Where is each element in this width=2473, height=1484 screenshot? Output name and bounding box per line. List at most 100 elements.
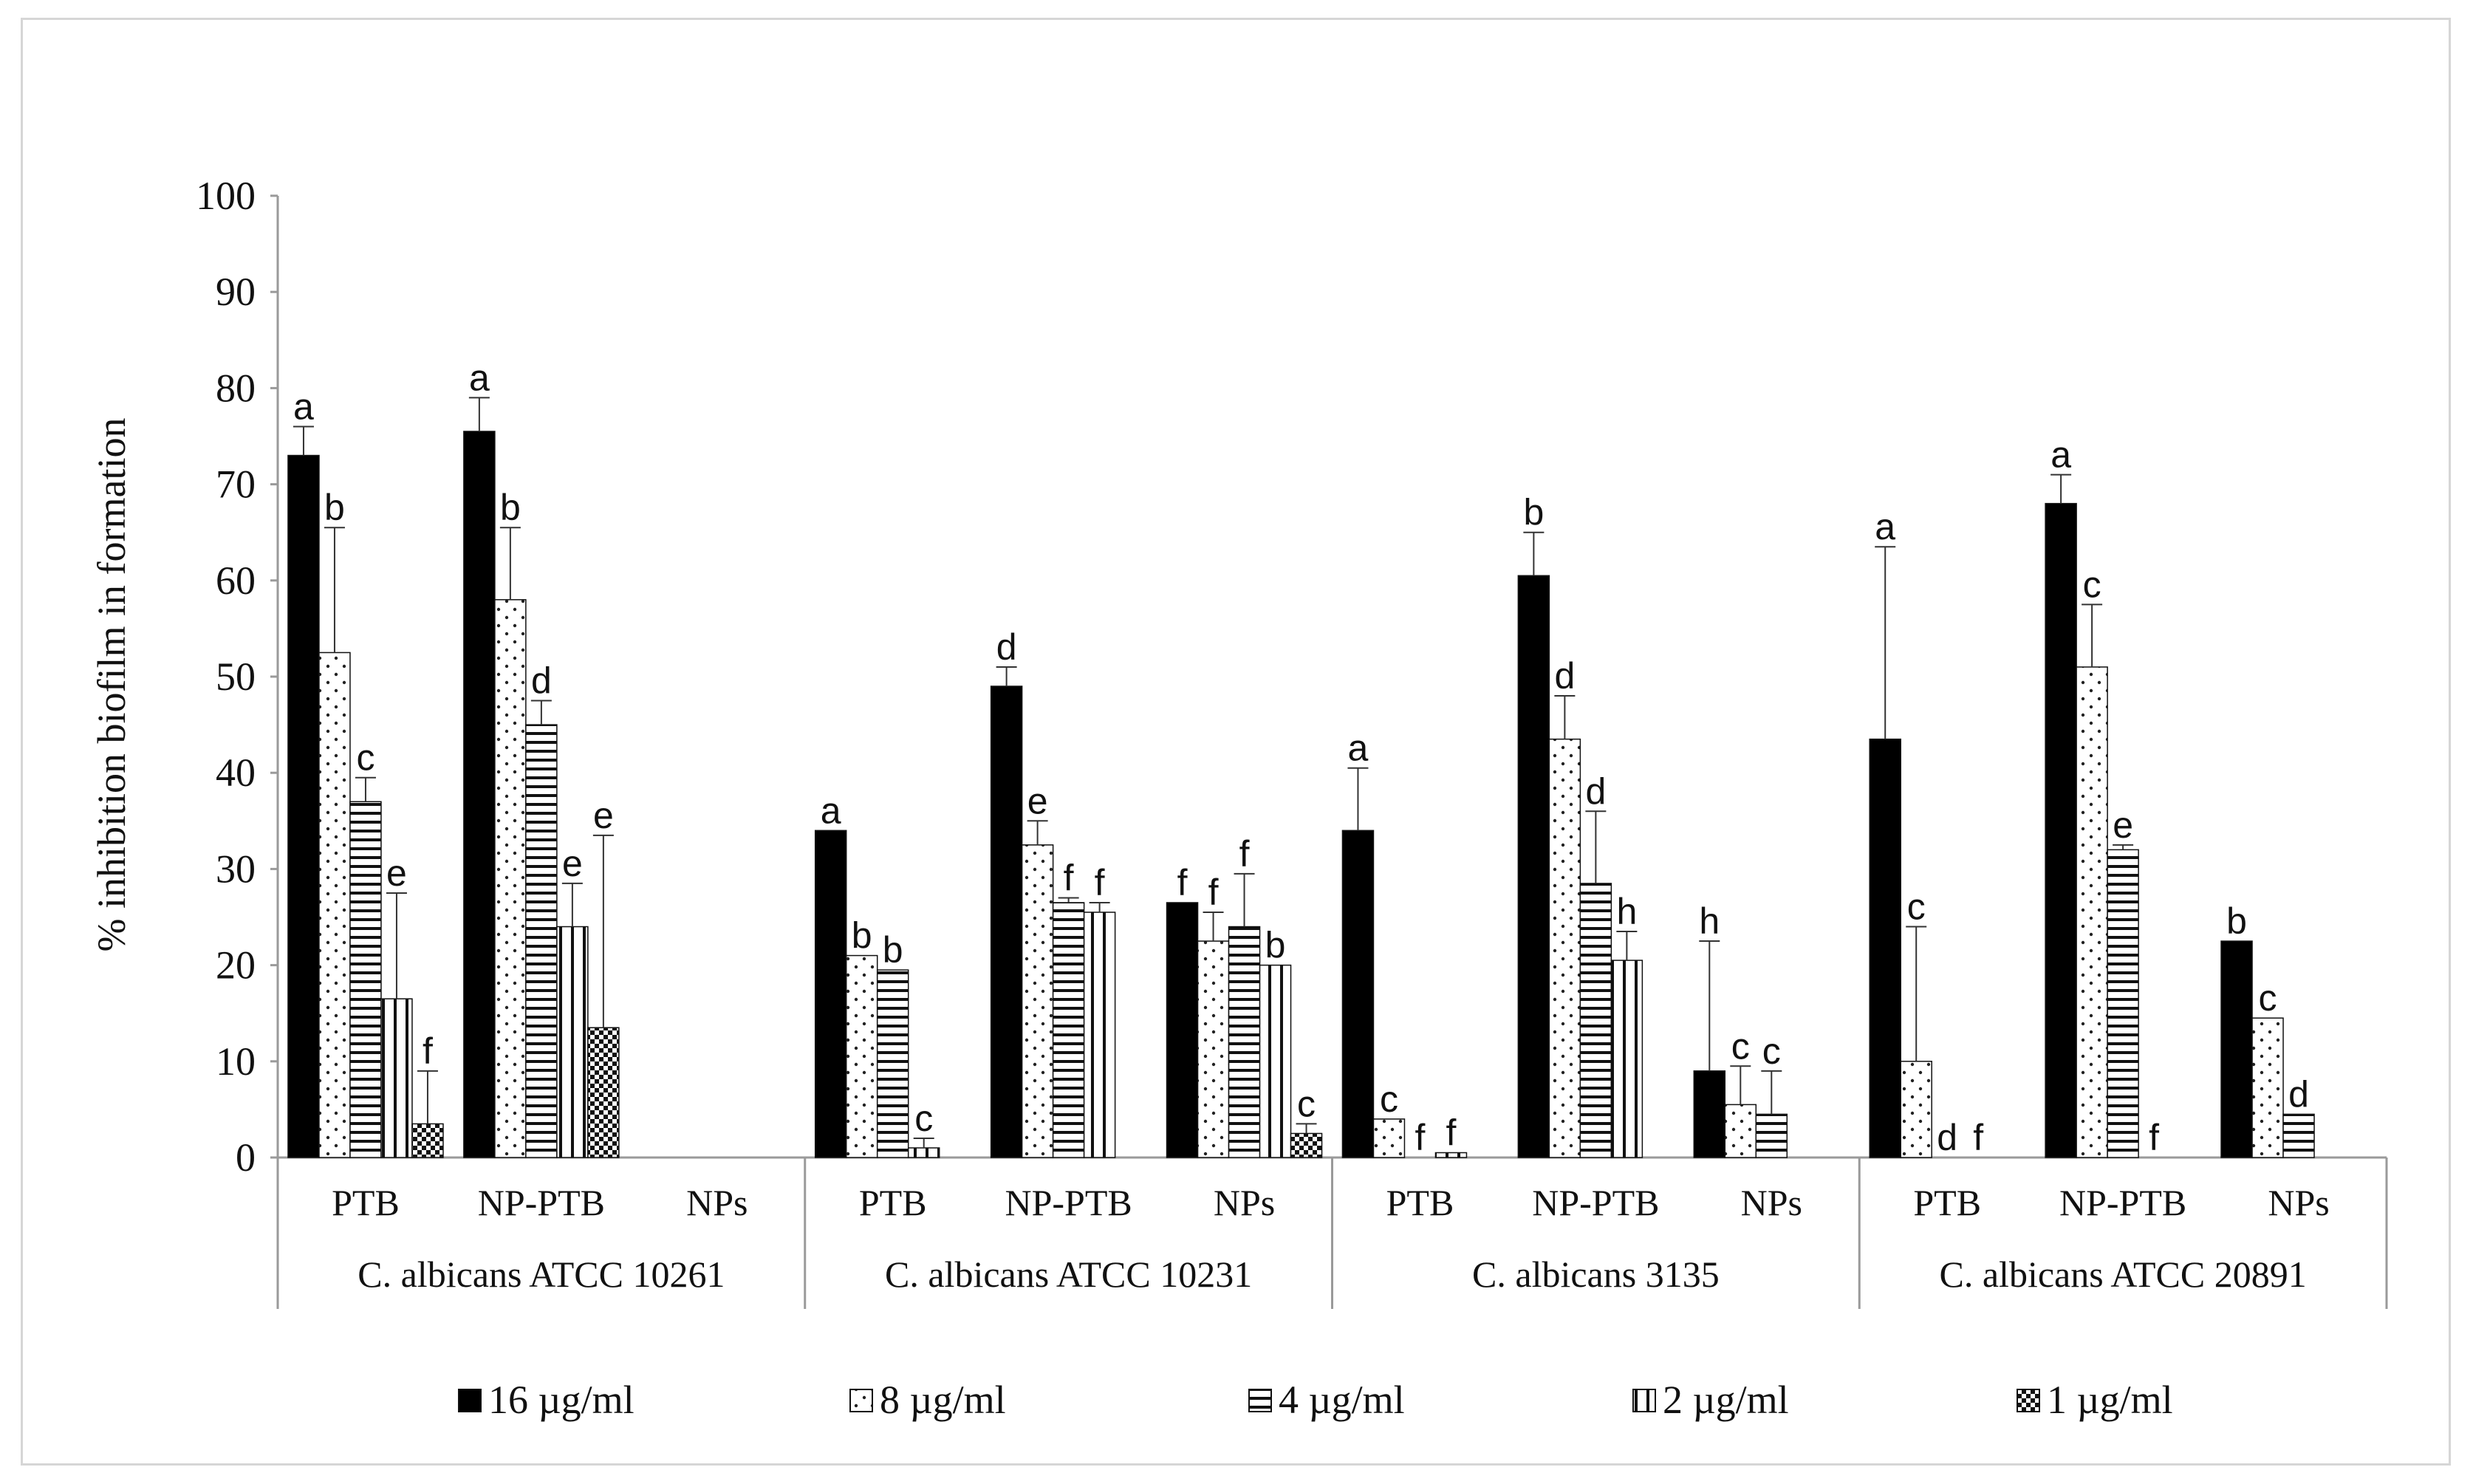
y-tick-label: 40: [216, 750, 256, 795]
bar: [876, 969, 909, 1158]
bar: [1869, 738, 1901, 1158]
subgroup-label: PTB: [332, 1182, 400, 1223]
legend-label: 4 µg/ml: [1279, 1378, 1405, 1422]
significance-letter: f: [1095, 862, 1105, 903]
subgroup-label: NP-PTB: [478, 1182, 605, 1223]
bar: [1083, 912, 1116, 1158]
significance-letter: d: [1937, 1117, 1957, 1158]
bar: [814, 830, 847, 1158]
significance-letter: c: [1297, 1083, 1316, 1124]
bar: [1900, 1061, 1932, 1158]
significance-letter: e: [1027, 780, 1048, 821]
bar: [2076, 666, 2108, 1158]
legend-swatch: [849, 1389, 873, 1412]
legend-swatch: [1248, 1389, 1272, 1412]
bar: [525, 724, 558, 1158]
bar: [1517, 575, 1550, 1158]
significance-letter: f: [2149, 1117, 2159, 1158]
bar: [287, 454, 320, 1158]
axes: 0 10 20 30 40 50 60 70 80 90 100: [196, 174, 2388, 1309]
significance-letter: a: [1348, 728, 1369, 769]
y-tick-label: 20: [216, 943, 256, 988]
significance-letter: e: [593, 795, 614, 836]
significance-letter: c: [1762, 1030, 1781, 1072]
legend-swatch: [2017, 1389, 2040, 1412]
bar: [1610, 960, 1643, 1158]
subgroup-label: NP-PTB: [1532, 1182, 1659, 1223]
significance-letter: f: [1446, 1112, 1457, 1153]
significance-letter: b: [883, 929, 903, 971]
legend-swatch: [1632, 1389, 1656, 1412]
significance-letter: c: [356, 737, 374, 779]
bar: [318, 652, 351, 1158]
significance-letter: f: [1177, 862, 1188, 903]
significance-letter: e: [562, 843, 583, 884]
group-label: C. albicans ATCC 10231: [885, 1254, 1252, 1295]
legend: 16 µg/ml 8 µg/ml 4 µg/ml 2 µg/ml 1 µg/ml: [458, 1378, 2173, 1422]
bar: [845, 954, 878, 1158]
bar: [1290, 1132, 1323, 1158]
bar: [1259, 964, 1292, 1158]
bar: [1434, 1152, 1468, 1158]
significance-letter: f: [1208, 872, 1219, 913]
significance-letter: b: [2226, 900, 2247, 942]
bar: [1052, 902, 1085, 1158]
significance-letter: a: [1875, 506, 1895, 547]
bar: [494, 599, 527, 1158]
significance-letter: b: [852, 915, 872, 957]
bar: [1341, 830, 1375, 1158]
bar: [411, 1123, 444, 1158]
legend-label: 8 µg/ml: [880, 1378, 1006, 1422]
significance-letter: c: [1907, 886, 1926, 928]
significance-letter: b: [1523, 492, 1544, 533]
significance-letter: f: [1973, 1117, 1983, 1158]
subgroup-label: NP-PTB: [1005, 1182, 1132, 1223]
bar: [1579, 883, 1612, 1158]
y-tick-label: 70: [216, 462, 256, 507]
subgroup-label: PTB: [859, 1182, 927, 1223]
bar: [1166, 902, 1199, 1158]
category-labels: C. albicans ATCC 10261 PTB NP-PTB NPs C. alb…: [332, 1182, 2330, 1295]
legend-swatch: [458, 1389, 482, 1412]
bar: [380, 998, 413, 1158]
bar: [349, 801, 382, 1158]
bar: [1755, 1113, 1788, 1158]
legend-label: 16 µg/ml: [488, 1378, 635, 1422]
significance-letter: b: [324, 487, 345, 528]
group-label: C. albicans ATCC 20891: [1940, 1254, 2307, 1295]
significance-letter: c: [2083, 564, 2101, 605]
y-tick-label: 10: [216, 1039, 256, 1084]
significance-letter: c: [914, 1098, 933, 1139]
subgroup-label: NP-PTB: [2059, 1182, 2186, 1223]
bar: [1228, 926, 1261, 1158]
group-label: C. albicans ATCC 10261: [358, 1254, 725, 1295]
bar: [1724, 1104, 1757, 1158]
subgroup-label: NPs: [1214, 1182, 1275, 1223]
significance-letter: a: [2050, 434, 2071, 476]
bar: [907, 1147, 940, 1158]
y-tick-label: 100: [196, 174, 256, 218]
significance-letter: h: [1699, 900, 1720, 942]
bar: [2107, 849, 2139, 1158]
bar: [2251, 1017, 2284, 1158]
bar: [2045, 502, 2077, 1158]
significance-letter: f: [423, 1030, 433, 1072]
significance-letter: c: [1380, 1078, 1398, 1120]
subgroup-label: PTB: [1913, 1182, 1981, 1223]
bar: [1021, 844, 1054, 1158]
bar: [556, 926, 589, 1158]
bar: [1548, 738, 1581, 1158]
significance-letter: d: [1554, 655, 1575, 697]
significance-letter: a: [293, 386, 314, 427]
subgroup-label: PTB: [1386, 1182, 1454, 1223]
y-tick-label: 80: [216, 366, 256, 410]
bar: [1197, 940, 1230, 1158]
group-label: C. albicans 3135: [1472, 1254, 1720, 1295]
bar: [1372, 1118, 1406, 1158]
significance-letter: b: [500, 487, 521, 528]
bar: [1693, 1070, 1726, 1158]
legend-label: 2 µg/ml: [1663, 1378, 1789, 1422]
